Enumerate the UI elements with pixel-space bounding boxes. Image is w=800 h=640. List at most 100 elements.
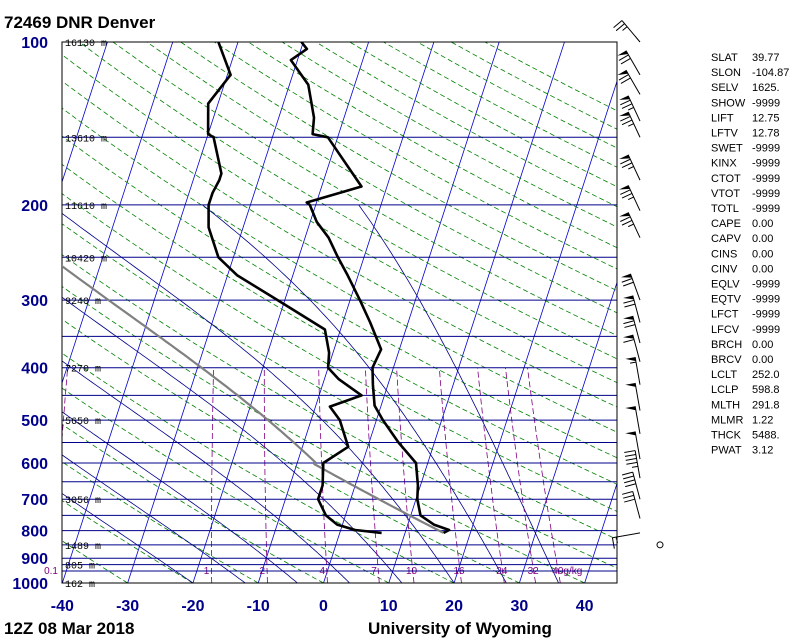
index-key: TOTL (711, 203, 739, 215)
index-key: CINV (711, 263, 738, 275)
index-value: -9999 (752, 158, 780, 170)
index-key: PWAT (711, 445, 742, 457)
isotherm-line (192, 42, 369, 583)
barb-full (621, 278, 633, 283)
dry-adiabat-line (112, 42, 617, 336)
isotherm-line (518, 281, 617, 583)
plot-frame (61, 41, 618, 584)
temperature-tick-label: 10 (380, 598, 398, 615)
height-label: 13610 m (65, 134, 107, 145)
height-labels: 16130 m 13610 m 11610 m 10420 m 9240 m 7270 m… (65, 39, 107, 591)
index-value: 5488. (752, 430, 780, 442)
barb-flag (619, 212, 630, 217)
barb-half (615, 536, 618, 544)
dry-adiabat-line (62, 193, 617, 512)
index-value: 0.00 (752, 263, 773, 275)
pressure-tick-label: 500 (21, 413, 48, 430)
wind-barb (619, 154, 641, 181)
index-key: BRCH (711, 339, 742, 351)
dewpoint-profile (206, 42, 382, 535)
barb-full (618, 74, 629, 81)
index-key: LCLT (711, 369, 737, 381)
barb-full (620, 77, 631, 84)
dry-adiabat-line (62, 54, 617, 384)
barb-full (621, 103, 633, 109)
barb-flag (623, 334, 634, 339)
index-value: -104.87 (752, 67, 789, 79)
barb-full (621, 192, 633, 199)
pressure-tick-label: 200 (21, 198, 48, 215)
mixing-ratio-label: 10 (406, 566, 418, 577)
dry-adiabat-line (62, 223, 617, 540)
barb-flag (617, 70, 628, 76)
wind-barb (625, 406, 641, 434)
barb-staff (625, 50, 641, 76)
wind-barb (617, 50, 641, 76)
wind-barb (625, 357, 641, 385)
barb-full (621, 490, 633, 495)
wind-barb (619, 185, 641, 211)
wind-barb (621, 273, 641, 301)
barb-full (620, 189, 631, 195)
barb-full (620, 158, 631, 165)
height-label: 1489 m (65, 542, 101, 553)
wind-barb (619, 95, 641, 122)
height-label: 9240 m (65, 297, 101, 308)
index-value: 12.75 (752, 112, 780, 124)
index-key: EQTV (711, 294, 742, 306)
pressure-tick-label: 1000 (12, 576, 48, 593)
temperature-tick-label: 40 (576, 598, 594, 615)
barb-staff (634, 450, 641, 479)
barb-staff (634, 357, 641, 385)
index-key: EQLV (711, 279, 740, 291)
mixing-ratio-label: 16 (454, 566, 466, 577)
barb-full (620, 115, 631, 122)
index-value: -9999 (752, 97, 780, 109)
barb-staff (634, 382, 641, 411)
barb-staff (625, 69, 641, 95)
index-key: LFTV (711, 128, 739, 140)
barb-staff (621, 20, 641, 43)
index-value: 598.8 (752, 384, 780, 396)
mixing-ratio-label: 4 (320, 566, 326, 577)
barb-full (613, 20, 623, 29)
wind-barb (613, 20, 641, 43)
barb-full (623, 494, 634, 499)
barb-staff (627, 154, 641, 181)
pressure-tick-label: 400 (21, 361, 48, 378)
wind-barb (656, 541, 664, 549)
index-value: 0.00 (752, 354, 773, 366)
wind-barb (617, 69, 641, 95)
index-key: THCK (711, 430, 742, 442)
barb-flag (625, 357, 636, 362)
index-key: SLON (711, 67, 741, 79)
chart-title: 72469 DNR Denver (4, 13, 156, 32)
barb-half (631, 465, 639, 468)
barb-staff (627, 185, 641, 211)
barb-full (624, 324, 636, 328)
thermo-grid (62, 42, 617, 583)
barb-staff (627, 111, 641, 138)
index-key: SELV (711, 82, 739, 94)
barb-full (623, 475, 634, 480)
barb-half (622, 26, 628, 31)
barb-half (630, 361, 637, 364)
index-key: CINS (711, 248, 737, 260)
index-key: LIFT (711, 112, 734, 124)
mixing-ratio-line (505, 367, 536, 583)
barb-full (624, 498, 635, 503)
index-key: LFCT (711, 309, 739, 321)
temperature-tick-label: -10 (247, 598, 270, 615)
barb-flag (625, 431, 636, 436)
wind-barbs (611, 20, 664, 549)
barb-full (625, 483, 636, 488)
mixing-ratio-line (365, 367, 380, 583)
barb-flag (625, 382, 636, 387)
isotherm-line (323, 42, 500, 583)
barb-half (628, 196, 634, 201)
barb-full (623, 339, 635, 343)
barb-full (618, 54, 629, 61)
index-value: 252.0 (752, 369, 780, 381)
dry-adiabat-line (146, 42, 617, 314)
